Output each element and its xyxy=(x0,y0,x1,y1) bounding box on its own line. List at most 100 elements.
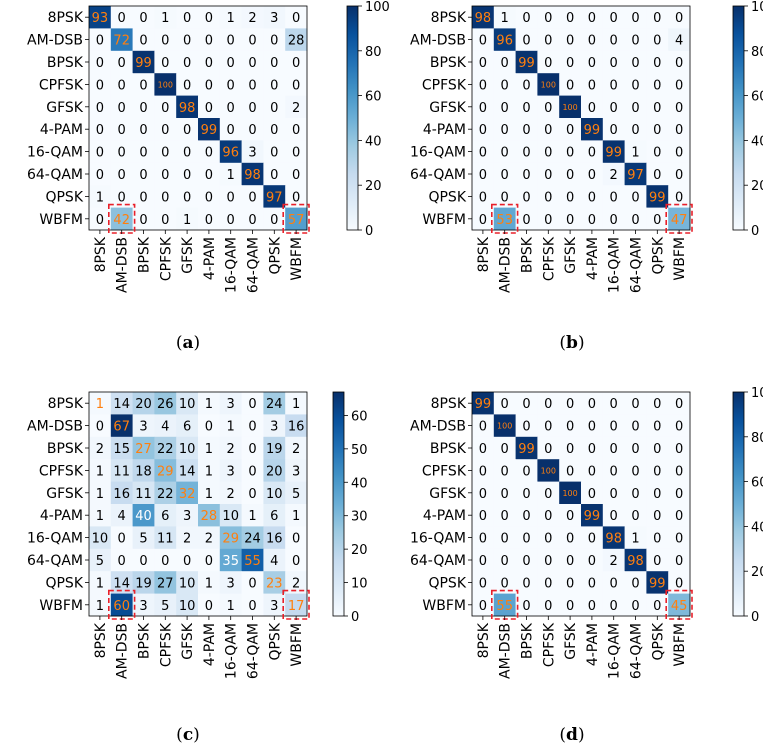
cell-value: 0 xyxy=(522,213,530,228)
heatmap-cell xyxy=(624,140,647,164)
heatmap-cell xyxy=(176,526,199,550)
cell-value: 1 xyxy=(631,146,639,161)
cell-value: 0 xyxy=(118,11,126,26)
heatmap-cell xyxy=(515,526,538,550)
cell-value: 0 xyxy=(675,168,683,183)
heatmap-cell xyxy=(646,436,669,460)
cell-value: 0 xyxy=(544,146,552,161)
cell-value: 0 xyxy=(501,397,509,412)
cell-value: 0 xyxy=(566,34,574,49)
heatmap-cell xyxy=(198,414,221,438)
heatmap-cell xyxy=(668,95,691,119)
y-tick-label: QPSK xyxy=(45,189,83,205)
cell-value: 0 xyxy=(675,420,683,435)
heatmap-cell xyxy=(132,436,155,460)
cell-value: 1 xyxy=(227,599,235,614)
cell-value: 1 xyxy=(205,442,213,457)
cell-value: 14 xyxy=(179,464,196,479)
x-tick-label: 4-PAM xyxy=(202,237,218,280)
cell-value: 0 xyxy=(292,56,300,71)
heatmap-cell xyxy=(154,207,177,231)
cell-value: 0 xyxy=(566,213,574,228)
cell-value: 26 xyxy=(157,397,174,412)
heatmap-cell xyxy=(472,73,495,96)
cell-value: 1 xyxy=(227,11,235,26)
cell-value: 1 xyxy=(96,190,104,205)
cell-value: 0 xyxy=(631,487,639,502)
heatmap-cell xyxy=(89,140,112,164)
heatmap-cell xyxy=(602,95,625,119)
heatmap-cell xyxy=(110,95,133,119)
heatmap-cell xyxy=(472,6,495,29)
heatmap-cell xyxy=(219,6,242,29)
heatmap-cell xyxy=(472,95,495,119)
heatmap-cell xyxy=(219,436,242,460)
cell-value: 0 xyxy=(588,213,596,228)
cell-value: 0 xyxy=(544,168,552,183)
cell-value: 99 xyxy=(649,576,666,591)
heatmap-cell xyxy=(493,392,516,415)
cell-value: 1 xyxy=(205,576,213,591)
cell-value: 3 xyxy=(248,146,256,161)
heatmap-cell xyxy=(89,593,112,617)
heatmap-cell xyxy=(263,392,286,415)
heatmap-cell xyxy=(89,526,112,550)
heatmap-cell xyxy=(219,548,242,572)
cell-value: 99 xyxy=(135,56,152,71)
cell-value: 1 xyxy=(96,509,104,524)
heatmap-cell xyxy=(602,140,625,164)
x-tick-label: 16-QAM xyxy=(224,623,240,679)
heatmap-cell xyxy=(219,140,242,164)
heatmap-cell xyxy=(241,95,264,119)
heatmap-cell xyxy=(646,459,669,482)
cell-value: 14 xyxy=(113,397,130,412)
heatmap-cell xyxy=(285,414,308,438)
heatmap-cell xyxy=(89,162,112,186)
heatmap-cell xyxy=(241,50,264,74)
cell-value: 0 xyxy=(479,599,487,614)
heatmap-cell xyxy=(646,526,669,550)
cell-value: 0 xyxy=(675,532,683,547)
cell-value: 0 xyxy=(588,101,596,116)
cell-value: 0 xyxy=(653,11,661,26)
y-tick-label: QPSK xyxy=(428,575,466,591)
cell-value: 0 xyxy=(118,532,126,547)
x-tick-label: AM-DSB xyxy=(115,237,131,293)
heatmap-cell xyxy=(537,593,560,617)
heatmap-cell xyxy=(493,593,516,617)
heatmap-cell xyxy=(515,28,538,52)
heatmap-cell xyxy=(89,185,112,208)
heatmap-cell xyxy=(624,548,647,572)
cell-value: 29 xyxy=(157,464,174,479)
cell-value: 0 xyxy=(183,190,191,205)
cell-value: 0 xyxy=(522,487,530,502)
heatmap-cell xyxy=(515,207,538,231)
heatmap-cell xyxy=(154,118,177,141)
heatmap-cell xyxy=(154,459,177,482)
y-tick-label: CPFSK xyxy=(422,463,467,479)
heatmap-cell xyxy=(537,207,560,231)
cell-value: 10 xyxy=(179,442,196,457)
cell-value: 0 xyxy=(96,101,104,116)
heatmap-cell xyxy=(89,436,112,460)
y-tick-label: 16-QAM xyxy=(410,531,466,547)
cell-value: 2 xyxy=(292,576,300,591)
heatmap-cell xyxy=(219,95,242,119)
cell-value: 0 xyxy=(610,11,618,26)
cell-value: 0 xyxy=(270,101,278,116)
heatmap-cell xyxy=(515,6,538,29)
cell-value: 0 xyxy=(544,123,552,138)
panel-caption: (b) xyxy=(559,333,584,353)
heatmap-cell xyxy=(110,6,133,29)
heatmap-cell xyxy=(219,504,242,527)
heatmap-cell xyxy=(241,185,264,208)
heatmap-cell xyxy=(472,414,495,438)
heatmap-cell xyxy=(537,28,560,52)
cell-value: 0 xyxy=(631,11,639,26)
cell-value: 0 xyxy=(588,442,596,457)
x-tick-label: GFSK xyxy=(180,622,196,660)
heatmap-cell xyxy=(176,392,199,415)
cell-value: 0 xyxy=(248,420,256,435)
colorbar-tick-label: 20 xyxy=(751,179,763,194)
heatmap-cell xyxy=(176,118,199,141)
